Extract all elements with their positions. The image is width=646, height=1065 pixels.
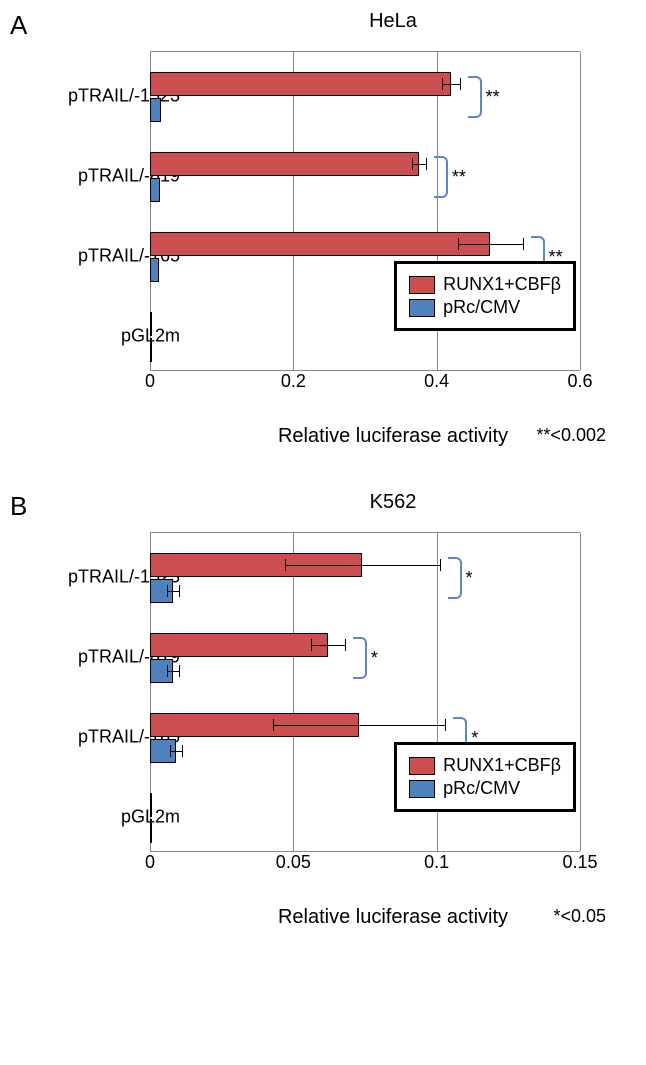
legend: RUNX1+CBFβpRc/CMV: [394, 742, 576, 812]
error-cap: [445, 719, 446, 731]
bar-runx: [150, 312, 152, 336]
error-cap: [311, 639, 312, 651]
plot-area: 00.050.10.15pTRAIL/-1523pTRAIL/-819pTRAI…: [150, 522, 620, 902]
bar-prc: [150, 819, 152, 843]
error-bar: [167, 591, 178, 592]
significance-bracket: [353, 637, 367, 679]
error-cap: [285, 559, 286, 571]
error-cap: [179, 585, 180, 597]
xtick-label: 0.1: [424, 852, 449, 873]
xtick-label: 0: [145, 852, 155, 873]
error-bar: [170, 751, 181, 752]
panel-letter: A: [10, 10, 27, 41]
error-cap: [426, 158, 427, 170]
significance-label: **: [486, 87, 500, 108]
xtick-label: 0.4: [424, 371, 449, 392]
error-cap: [167, 665, 168, 677]
error-bar: [412, 164, 426, 165]
significance-bracket: [448, 557, 462, 599]
chart-title: HeLa: [150, 10, 636, 33]
error-bar: [311, 645, 345, 646]
error-cap: [345, 639, 346, 651]
error-cap: [460, 78, 461, 90]
error-cap: [440, 559, 441, 571]
legend-row: RUNX1+CBFβ: [409, 755, 561, 776]
error-cap: [412, 158, 413, 170]
xtick-label: 0.6: [567, 371, 592, 392]
legend: RUNX1+CBFβpRc/CMV: [394, 261, 576, 331]
legend-swatch: [409, 276, 435, 294]
gridline: [580, 533, 581, 851]
bar-runx: [150, 152, 419, 176]
gridline: [293, 533, 294, 851]
panel-letter: B: [10, 491, 27, 522]
xtick-label: 0: [145, 371, 155, 392]
xtick-label: 0.2: [281, 371, 306, 392]
gridline: [293, 52, 294, 370]
legend-row: RUNX1+CBFβ: [409, 274, 561, 295]
significance-bracket: [468, 76, 482, 118]
error-cap: [523, 238, 524, 250]
bar-runx: [150, 232, 490, 256]
legend-swatch: [409, 757, 435, 775]
bar-prc: [150, 338, 152, 362]
bar-runx: [150, 633, 328, 657]
error-cap: [179, 665, 180, 677]
bar-runx: [150, 72, 451, 96]
significance-label: **: [452, 167, 466, 188]
plot-area: 00.20.40.6pTRAIL/-1523pTRAIL/-819pTRAIL/…: [150, 41, 620, 421]
significance-label: *: [466, 568, 473, 589]
significance-bracket: [434, 156, 448, 198]
error-bar: [442, 84, 459, 85]
significance-label: *: [371, 648, 378, 669]
error-cap: [167, 585, 168, 597]
error-bar: [285, 565, 440, 566]
legend-row: pRc/CMV: [409, 778, 561, 799]
gridline: [580, 52, 581, 370]
significance-note: *<0.05: [553, 906, 606, 927]
legend-swatch: [409, 780, 435, 798]
legend-label: pRc/CMV: [443, 297, 520, 318]
error-cap: [182, 745, 183, 757]
error-cap: [170, 745, 171, 757]
bar-prc: [150, 178, 160, 202]
error-bar: [273, 725, 445, 726]
error-bar: [167, 671, 178, 672]
chart-title: K562: [150, 491, 636, 514]
error-cap: [273, 719, 274, 731]
xtick-label: 0.15: [562, 852, 597, 873]
legend-row: pRc/CMV: [409, 297, 561, 318]
significance-note: **<0.002: [536, 425, 606, 446]
bar-prc: [150, 258, 159, 282]
bar-prc: [150, 98, 161, 122]
xtick-label: 0.05: [276, 852, 311, 873]
legend-label: RUNX1+CBFβ: [443, 274, 561, 295]
legend-label: RUNX1+CBFβ: [443, 755, 561, 776]
panel-b: BK56200.050.10.15pTRAIL/-1523pTRAIL/-819…: [10, 491, 636, 932]
legend-swatch: [409, 299, 435, 317]
legend-label: pRc/CMV: [443, 778, 520, 799]
panel-a: AHeLa00.20.40.6pTRAIL/-1523pTRAIL/-819pT…: [10, 10, 636, 451]
bar-runx: [150, 793, 152, 817]
error-bar: [458, 244, 523, 245]
error-cap: [458, 238, 459, 250]
error-cap: [442, 78, 443, 90]
